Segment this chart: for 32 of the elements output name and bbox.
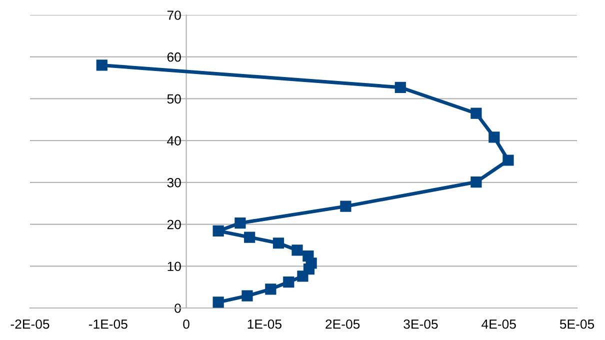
y-tick-label: 30: [167, 178, 181, 188]
point: [292, 244, 303, 256]
point: [242, 290, 253, 302]
x-tick-label: 0: [183, 319, 190, 329]
x-tick-label: 4E-05: [482, 319, 516, 329]
point: [212, 225, 224, 237]
point: [488, 132, 500, 143]
point: [340, 200, 352, 212]
y-tick-label: 40: [167, 136, 181, 146]
point: [212, 296, 224, 308]
y-tick-label: 70: [167, 10, 181, 20]
point: [96, 60, 108, 71]
y-tick-label: 20: [167, 220, 181, 230]
x-tick-label: 5E-05: [560, 319, 594, 329]
point: [244, 232, 256, 243]
point: [272, 238, 284, 249]
x-tick-label: 1E-05: [248, 319, 282, 329]
point: [470, 108, 482, 119]
y-tick-label: 10: [168, 262, 181, 272]
point: [234, 217, 246, 229]
point: [283, 276, 294, 288]
x-tick-label: -2E-05: [10, 319, 50, 329]
point: [502, 154, 514, 166]
point: [470, 176, 482, 188]
point: [302, 250, 314, 262]
point: [265, 284, 276, 295]
y-tick-label: 60: [167, 52, 181, 62]
x-tick-label: -1E-05: [88, 319, 128, 329]
x-tick-label: 3E-05: [404, 319, 438, 329]
x-tick-label: 2E-05: [326, 319, 360, 329]
point: [394, 82, 406, 93]
y-tick-label: 50: [167, 94, 181, 104]
